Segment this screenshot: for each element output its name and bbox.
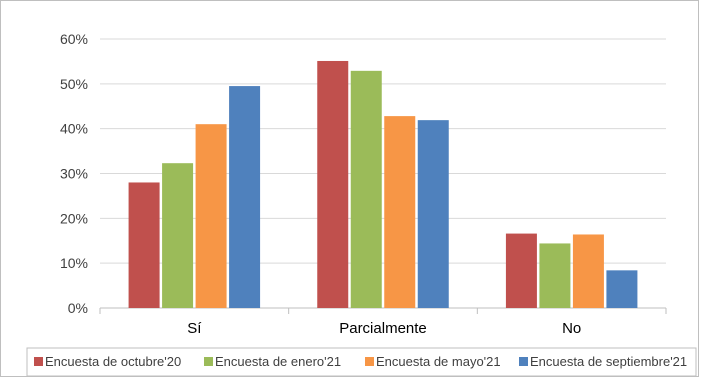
y-tick-label: 40% xyxy=(60,121,88,137)
y-tick-label: 50% xyxy=(60,76,88,92)
legend-swatch xyxy=(519,357,528,366)
x-category-label: No xyxy=(562,320,581,337)
y-tick-label: 0% xyxy=(68,300,88,316)
bar-4-1 xyxy=(229,86,261,308)
chart-frame: 0% 10% 20% 30% 40% 50% 60% Sí Parcialmente No Encu… xyxy=(0,0,699,377)
legend-label: Encuesta de octubre'20 xyxy=(45,354,181,369)
bar-3-1 xyxy=(195,124,227,308)
bar-2-3 xyxy=(539,243,571,308)
bar-1-2 xyxy=(317,60,349,308)
bar-4-3 xyxy=(606,270,638,308)
bar-2-1 xyxy=(162,163,194,308)
legend-box xyxy=(26,347,697,377)
legend-label: Encuesta de septiembre'21 xyxy=(530,354,687,369)
x-category-label: Parcialmente xyxy=(339,320,427,337)
legend-swatch xyxy=(34,357,43,366)
y-tick-label: 10% xyxy=(60,255,88,271)
legend-swatch xyxy=(204,357,213,366)
y-tick-label: 30% xyxy=(60,166,88,182)
bar-3-3 xyxy=(572,234,604,308)
bar-1-1 xyxy=(128,182,160,308)
legend-label: Encuesta de enero'21 xyxy=(215,354,341,369)
legend-swatch xyxy=(365,357,374,366)
y-tick-label: 20% xyxy=(60,210,88,226)
bar-3-2 xyxy=(384,116,416,308)
y-tick-label: 60% xyxy=(60,31,88,47)
bar-2-2 xyxy=(350,70,382,308)
legend-label: Encuesta de mayo'21 xyxy=(376,354,501,369)
x-category-label: Sí xyxy=(187,320,202,337)
bar-chart: 0% 10% 20% 30% 40% 50% 60% Sí Parcialmente No Encu… xyxy=(26,31,697,377)
bar-4-2 xyxy=(417,120,449,308)
bar-1-3 xyxy=(505,233,537,308)
